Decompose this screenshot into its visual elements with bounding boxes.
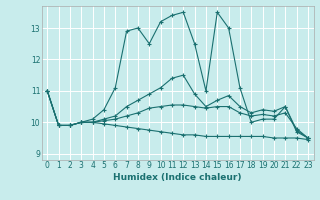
X-axis label: Humidex (Indice chaleur): Humidex (Indice chaleur): [113, 173, 242, 182]
